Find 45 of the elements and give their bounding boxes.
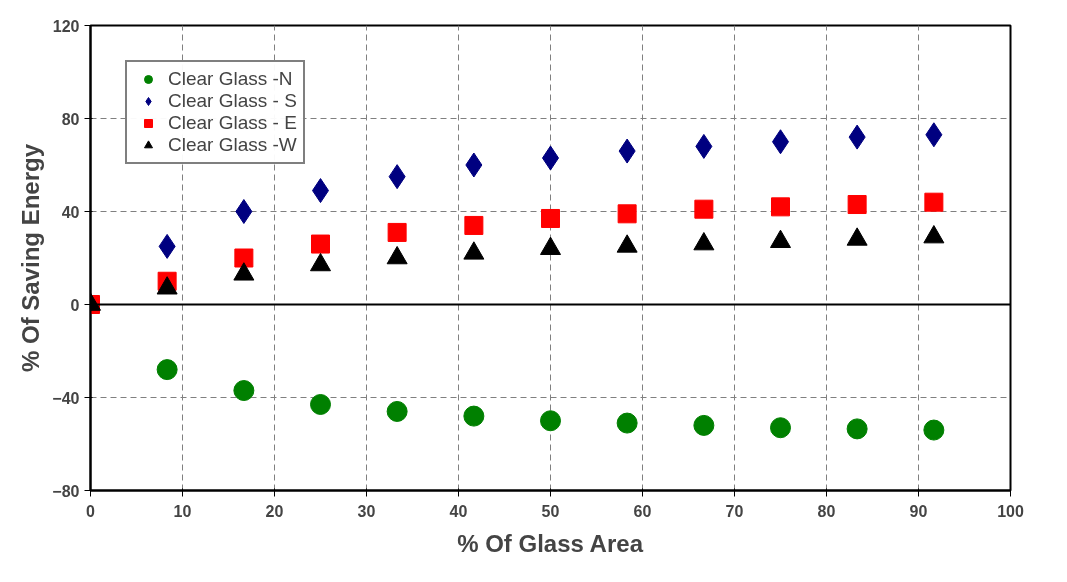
- x-tick-label: 50: [541, 502, 560, 520]
- y-axis-title: % Of Saving Energy: [17, 143, 45, 373]
- point: [923, 419, 945, 441]
- point: [386, 400, 408, 422]
- x-tick-label: 20: [265, 502, 284, 520]
- y-tick-label: 80: [61, 110, 80, 128]
- point: [233, 380, 255, 402]
- point: [694, 199, 714, 219]
- legend-label: Clear Glass - S: [168, 90, 297, 112]
- point: [235, 199, 253, 224]
- point: [311, 234, 330, 254]
- x-tick-label: 40: [449, 502, 468, 520]
- point: [771, 197, 790, 217]
- point: [770, 417, 791, 439]
- point: [617, 204, 637, 224]
- x-tick-label: 90: [909, 502, 928, 520]
- x-tick-label: 70: [725, 502, 744, 520]
- legend-label: Clear Glass - E: [168, 112, 297, 134]
- point: [234, 248, 254, 268]
- point: [693, 414, 715, 436]
- y-tick-label: −80: [52, 482, 80, 500]
- x-tick-label: 100: [997, 502, 1024, 520]
- x-tick-label: 0: [86, 502, 96, 520]
- point: [846, 418, 868, 440]
- x-tick-label: 60: [633, 502, 652, 520]
- x-tick-label: 80: [817, 502, 836, 520]
- y-tick-label: 0: [70, 296, 80, 314]
- point: [463, 405, 485, 427]
- point: [310, 393, 331, 415]
- point: [616, 412, 638, 434]
- x-tick-label: 30: [357, 502, 376, 520]
- point: [847, 195, 867, 215]
- point: [156, 359, 178, 381]
- x-tick-label: 10: [173, 502, 192, 520]
- x-axis-title: % Of Glass Area: [457, 529, 644, 557]
- y-tick-label: 40: [61, 203, 80, 221]
- point: [540, 410, 561, 432]
- legend-label: Clear Glass -W: [168, 134, 297, 156]
- point: [464, 215, 484, 235]
- point: [924, 192, 944, 212]
- point: [541, 208, 560, 228]
- y-tick-label: −40: [52, 389, 80, 407]
- y-tick-label: 120: [52, 17, 80, 35]
- point: [387, 222, 407, 242]
- legend-label: Clear Glass -N: [168, 68, 293, 90]
